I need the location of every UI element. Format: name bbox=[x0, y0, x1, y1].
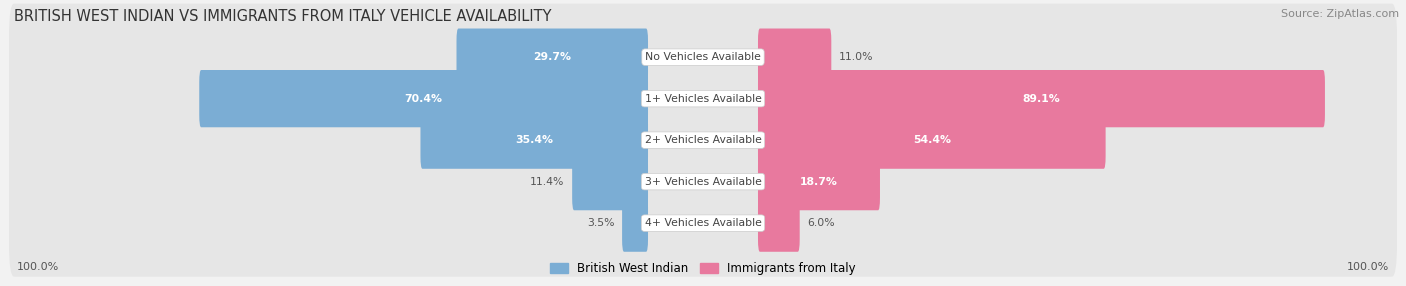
FancyBboxPatch shape bbox=[8, 4, 1398, 111]
Text: 2+ Vehicles Available: 2+ Vehicles Available bbox=[644, 135, 762, 145]
FancyBboxPatch shape bbox=[621, 194, 648, 252]
FancyBboxPatch shape bbox=[758, 29, 831, 86]
FancyBboxPatch shape bbox=[758, 153, 880, 210]
Text: 89.1%: 89.1% bbox=[1022, 94, 1060, 104]
Text: 35.4%: 35.4% bbox=[515, 135, 553, 145]
Text: 6.0%: 6.0% bbox=[807, 218, 835, 228]
Legend: British West Indian, Immigrants from Italy: British West Indian, Immigrants from Ita… bbox=[546, 258, 860, 280]
Text: 54.4%: 54.4% bbox=[912, 135, 950, 145]
FancyBboxPatch shape bbox=[758, 70, 1324, 127]
FancyBboxPatch shape bbox=[457, 29, 648, 86]
Text: 4+ Vehicles Available: 4+ Vehicles Available bbox=[644, 218, 762, 228]
Text: 3+ Vehicles Available: 3+ Vehicles Available bbox=[644, 177, 762, 187]
FancyBboxPatch shape bbox=[8, 45, 1398, 152]
Text: 1+ Vehicles Available: 1+ Vehicles Available bbox=[644, 94, 762, 104]
FancyBboxPatch shape bbox=[8, 170, 1398, 277]
FancyBboxPatch shape bbox=[420, 112, 648, 169]
FancyBboxPatch shape bbox=[758, 194, 800, 252]
Text: BRITISH WEST INDIAN VS IMMIGRANTS FROM ITALY VEHICLE AVAILABILITY: BRITISH WEST INDIAN VS IMMIGRANTS FROM I… bbox=[14, 9, 551, 23]
FancyBboxPatch shape bbox=[8, 128, 1398, 235]
FancyBboxPatch shape bbox=[200, 70, 648, 127]
Text: 3.5%: 3.5% bbox=[588, 218, 614, 228]
Text: 11.4%: 11.4% bbox=[530, 177, 565, 187]
Text: No Vehicles Available: No Vehicles Available bbox=[645, 52, 761, 62]
FancyBboxPatch shape bbox=[8, 87, 1398, 194]
Text: Source: ZipAtlas.com: Source: ZipAtlas.com bbox=[1281, 9, 1399, 19]
Text: 100.0%: 100.0% bbox=[17, 262, 59, 272]
Text: 11.0%: 11.0% bbox=[839, 52, 873, 62]
Text: 18.7%: 18.7% bbox=[800, 177, 838, 187]
Text: 100.0%: 100.0% bbox=[1347, 262, 1389, 272]
FancyBboxPatch shape bbox=[758, 112, 1105, 169]
Text: 29.7%: 29.7% bbox=[533, 52, 571, 62]
Text: 70.4%: 70.4% bbox=[405, 94, 443, 104]
FancyBboxPatch shape bbox=[572, 153, 648, 210]
